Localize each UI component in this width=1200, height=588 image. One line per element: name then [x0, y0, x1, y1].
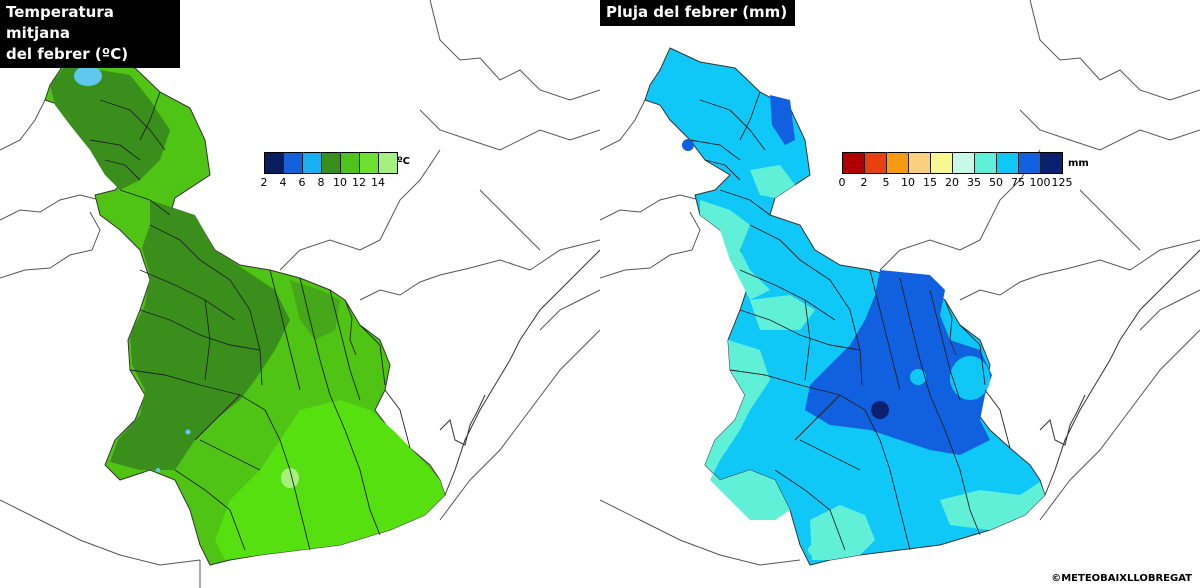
low-rain-north2: [750, 165, 795, 198]
rain-legend-tick: 100: [1029, 176, 1051, 189]
rain-legend-tick: 15: [923, 176, 937, 189]
cold-upland-east: [290, 280, 340, 340]
province-borders: [600, 0, 1200, 566]
very-high-rain-spot: [871, 401, 889, 419]
rain-legend-swatch: [931, 153, 953, 173]
coastline: [944, 249, 1200, 496]
temperature-map: [0, 0, 600, 588]
credit-text: ©METEOBAIXLLOBREGAT: [1051, 573, 1192, 584]
rain-legend-swatch: [887, 153, 909, 173]
temperature-legend-tick: 6: [298, 176, 306, 189]
temperature-legend-unit: ºC: [397, 156, 410, 167]
high-rain-ne: [770, 95, 795, 145]
temperature-legend: ºC 2 4 6 8 10 12 14: [260, 152, 410, 190]
temperature-legend-bar: [264, 152, 398, 174]
temperature-legend-tick: 14: [371, 176, 385, 189]
rain-legend-swatch: [843, 153, 865, 173]
rain-legend-swatch: [1041, 153, 1062, 173]
rain-legend-swatch: [975, 153, 997, 173]
high-rain-nw-spot: [682, 139, 694, 151]
rain-legend-swatch: [865, 153, 887, 173]
temperature-legend-tick: 10: [333, 176, 347, 189]
temperature-map-title: Temperatura mitjana del febrer (ºC): [0, 0, 180, 68]
temperature-legend-tick: 4: [279, 176, 287, 189]
low-rain-mid: [750, 295, 815, 330]
temperature-legend-swatch: [303, 153, 322, 173]
temperature-legend-swatch: [341, 153, 360, 173]
mid-rain-east: [950, 356, 990, 400]
cold-spot: [74, 66, 102, 86]
rain-legend-unit: mm: [1068, 158, 1089, 169]
high-rain-core: [805, 270, 992, 455]
rain-legend-tick: 125: [1051, 176, 1073, 189]
municipality-borders: [689, 91, 1011, 551]
coastline: [344, 249, 600, 496]
cold-upland-north: [50, 60, 170, 190]
temperature-legend-swatch: [284, 153, 303, 173]
rain-map-title: Pluja del febrer (mm): [600, 0, 796, 26]
rain-legend-tick: 20: [945, 176, 959, 189]
temperature-map-panel: Temperatura mitjana del febrer (ºC) ºC 2…: [0, 0, 600, 588]
municipality-borders: [89, 91, 411, 551]
rain-map: [600, 0, 1200, 566]
temperature-legend-tick: 8: [317, 176, 325, 189]
temperature-legend-swatch: [322, 153, 341, 173]
rain-legend-tick: 35: [967, 176, 981, 189]
mid-rain-hole: [910, 369, 926, 385]
temperature-legend-tick: 2: [260, 176, 268, 189]
cold-spot-small-2: [156, 468, 160, 472]
temperature-legend-swatch: [379, 153, 397, 173]
rain-legend-tick: 75: [1011, 176, 1025, 189]
rain-legend: mm 0 2 5 10 15 20 35 50 75 100 125: [838, 152, 1089, 190]
rain-map-panel: Pluja del febrer (mm) mm 0 2 5 10 15 20 35 50 75…: [600, 0, 1200, 588]
rain-legend-tick: 5: [882, 176, 890, 189]
rain-legend-bar: [842, 152, 1063, 174]
temperature-legend-tick: 12: [352, 176, 366, 189]
temperature-legend-swatch: [360, 153, 379, 173]
region-fill: [644, 47, 1046, 566]
province-borders: [0, 0, 600, 588]
rain-legend-tick: 50: [989, 176, 1003, 189]
rain-legend-tick: 10: [901, 176, 915, 189]
rain-legend-swatch: [1019, 153, 1041, 173]
low-rain-west: [705, 340, 790, 520]
low-rain-spot: [808, 542, 836, 558]
cold-spot-small: [185, 429, 191, 435]
rain-legend-swatch: [953, 153, 975, 173]
temperature-legend-swatch: [265, 153, 284, 173]
temperature-legend-ticks: 2 4 6 8 10 12 14: [260, 176, 397, 190]
rain-legend-tick: 0: [838, 176, 846, 189]
rain-legend-ticks: 0 2 5 10 15 20 35 50 75 100 125: [838, 176, 1073, 190]
warm-spot: [281, 468, 299, 488]
rain-legend-tick: 2: [860, 176, 868, 189]
rain-legend-swatch: [997, 153, 1019, 173]
rain-legend-swatch: [909, 153, 931, 173]
warm-coastal-lowland: [215, 400, 445, 560]
